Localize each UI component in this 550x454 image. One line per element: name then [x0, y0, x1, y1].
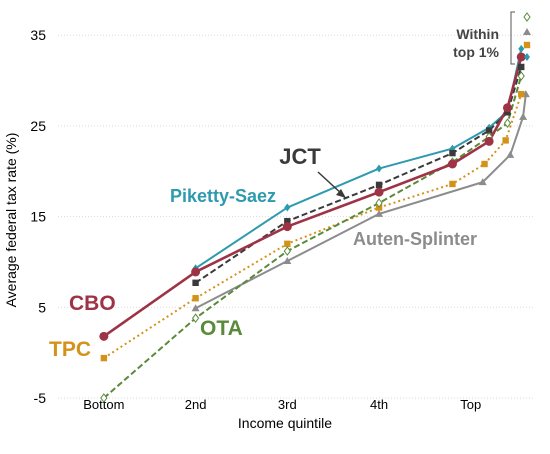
bracket-line	[510, 11, 515, 65]
data-point-ota	[283, 246, 291, 256]
data-point-tpc	[284, 240, 291, 248]
data-point-tpc	[100, 354, 108, 362]
data-point-piketty-saez	[518, 44, 525, 53]
series-line-ota	[103, 75, 523, 399]
series-label-ota: OTA	[200, 317, 243, 340]
data-point-auten-splinter	[478, 178, 487, 186]
data-point-auten-splinter	[506, 150, 515, 158]
series-label-auten-splinter: Auten-Splinter	[353, 229, 477, 249]
data-point-tpc	[192, 295, 199, 302]
bracket-key-marker	[524, 53, 530, 61]
x-tick-label: Top	[460, 397, 481, 412]
jct-arrow-line	[317, 171, 344, 196]
x-tick-label: 4th	[370, 397, 388, 412]
data-point-jct	[284, 217, 291, 225]
series-label-piketty-saez: Piketty-Saez	[170, 186, 276, 206]
y-tick-label: 35	[30, 27, 46, 43]
x-tick-label: 2nd	[185, 397, 207, 412]
data-point-auten-splinter	[191, 304, 200, 312]
data-point-jct	[375, 181, 383, 189]
x-tick-label: 3rd	[278, 397, 297, 412]
series-line-jct	[195, 66, 523, 284]
data-point-cbo	[484, 136, 494, 146]
bracket-label-line-2: top 1%	[453, 44, 499, 60]
bracket-label-line-1: Within	[456, 26, 499, 42]
top-one-percent-bracket: Within top 1%	[453, 11, 531, 65]
data-point-piketty-saez	[284, 203, 291, 212]
x-axis-label: Income quintile	[238, 415, 332, 431]
y-tick-label: 25	[30, 118, 46, 134]
series-markers	[99, 44, 530, 403]
data-point-ota	[100, 393, 108, 403]
y-tick-label: 5	[38, 299, 46, 315]
data-point-tpc	[518, 90, 525, 98]
data-point-piketty-saez	[376, 164, 383, 173]
data-point-ota	[375, 198, 383, 208]
series-label-cbo: CBO	[69, 292, 116, 315]
jct-arrow-head	[336, 189, 346, 198]
data-point-auten-splinter	[519, 112, 528, 120]
series-line-tpc	[103, 93, 523, 359]
data-point-cbo	[282, 222, 292, 232]
data-point-auten-splinter	[283, 257, 292, 265]
data-point-cbo	[99, 331, 109, 341]
data-point-auten-splinter	[375, 209, 384, 217]
x-tick-label: Bottom	[83, 397, 124, 412]
data-point-cbo	[447, 159, 457, 169]
data-point-cbo	[516, 52, 526, 62]
data-point-tpc	[502, 137, 509, 144]
bracket-key-marker	[523, 28, 531, 35]
data-point-jct	[449, 149, 456, 157]
y-tick-label: 15	[30, 209, 46, 225]
y-axis-ticks: -5 5 15 25 35	[30, 27, 46, 406]
data-point-cbo	[191, 267, 201, 277]
data-point-tpc	[481, 160, 488, 168]
data-point-jct	[485, 127, 493, 134]
series-lines	[103, 48, 527, 399]
series-label-jct: JCT	[279, 144, 321, 169]
series-label-tpc: TPC	[49, 338, 91, 361]
data-point-cbo	[502, 103, 512, 113]
data-point-jct	[192, 279, 199, 287]
data-point-jct	[504, 109, 511, 116]
bracket-key-marker	[523, 12, 531, 22]
data-point-tpc	[449, 180, 456, 188]
x-axis-ticks: Bottom 2nd 3rd 4th Top	[83, 397, 481, 412]
y-axis-label: Average federal tax rate (%)	[3, 133, 19, 308]
data-point-ota	[191, 313, 200, 324]
y-tick-label: -5	[34, 390, 47, 406]
data-point-jct	[518, 63, 525, 71]
bracket-key-marker	[523, 41, 531, 49]
data-point-cbo	[374, 187, 384, 197]
data-point-ota	[517, 71, 525, 81]
data-point-ota	[503, 118, 512, 129]
